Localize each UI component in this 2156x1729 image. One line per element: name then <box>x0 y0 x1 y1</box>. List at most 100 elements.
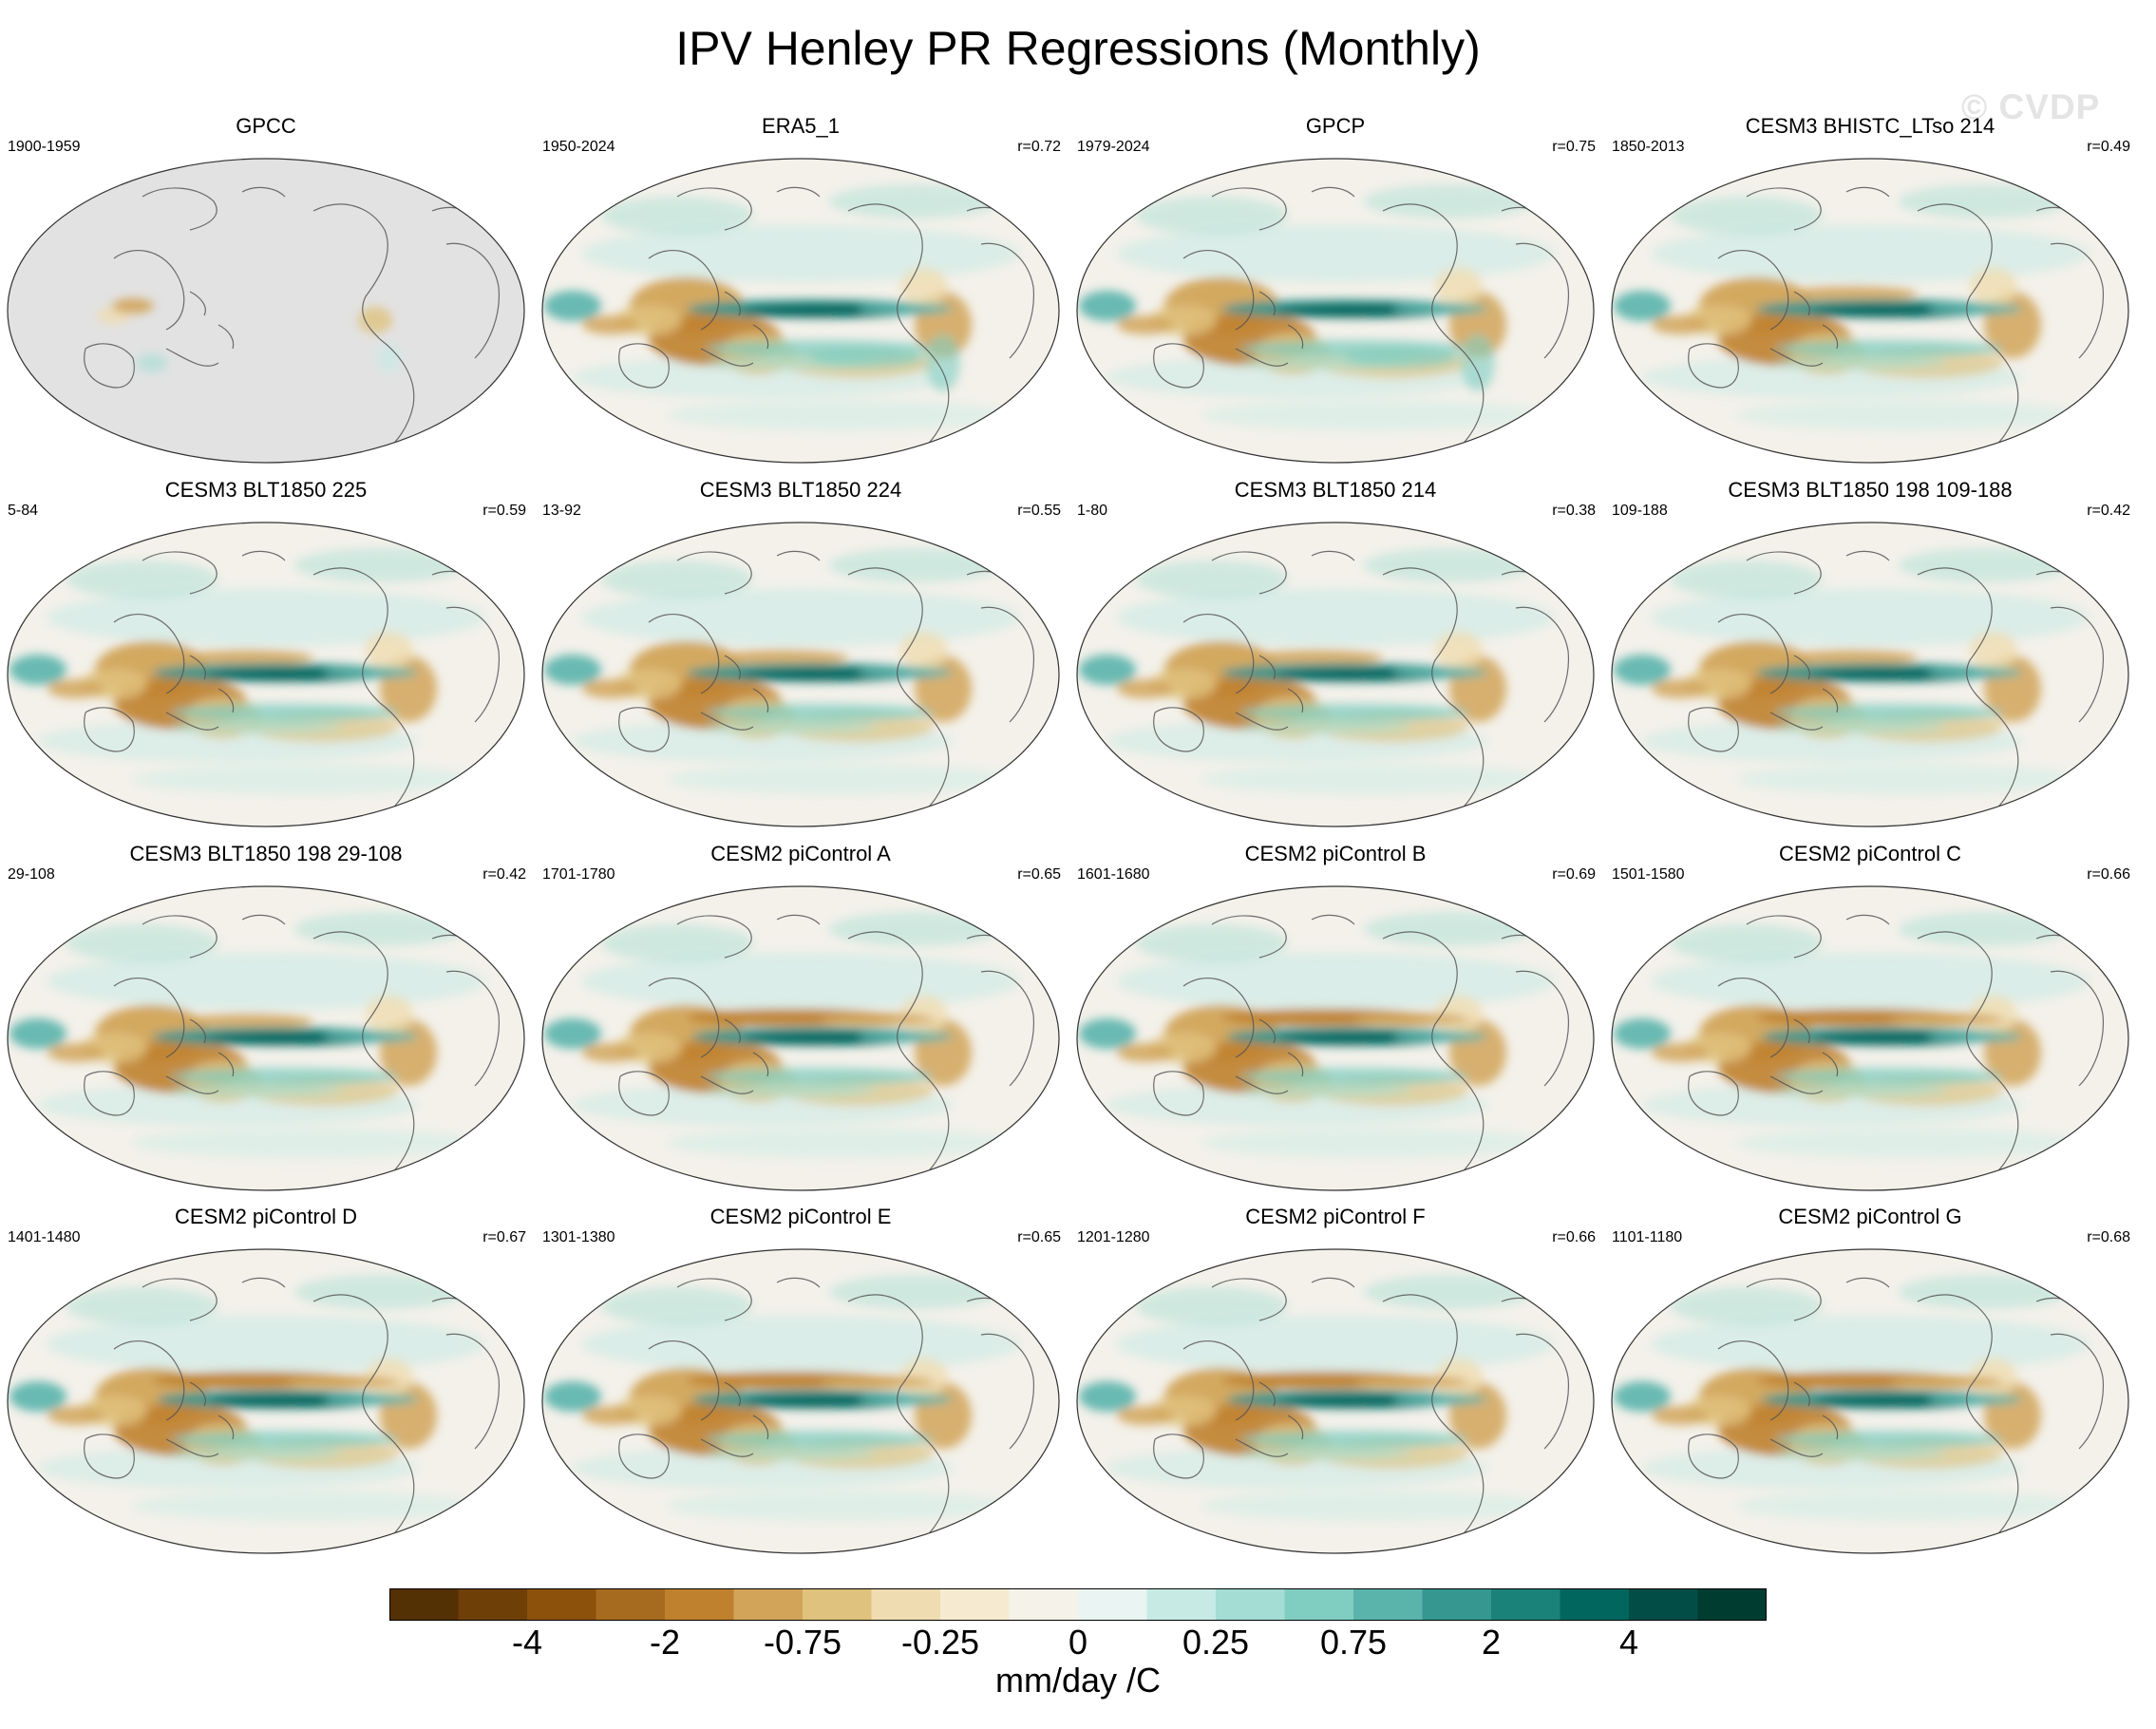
map-panel: CESM2 piControl C 1501-1580 r=0.66 <box>1604 842 2136 1193</box>
panel-title: GPCC <box>236 114 296 138</box>
panel-correlation: r=0.66 <box>2087 866 2130 883</box>
panel-correlation: r=0.69 <box>1552 866 1596 883</box>
world-map <box>541 158 1060 464</box>
panel-period: 1101-1180 <box>1612 1229 1683 1245</box>
map-panel: CESM3 BLT1850 225 5-84 r=0.59 <box>0 478 532 829</box>
panel-period: 1950-2024 <box>542 139 615 155</box>
panel-title: CESM3 BLT1850 198 109-188 <box>1728 478 2013 502</box>
colorbar-swatch <box>1560 1588 1630 1621</box>
colorbar-swatch <box>1422 1588 1492 1621</box>
panel-correlation: r=0.49 <box>2087 139 2130 155</box>
colorbar-swatch <box>389 1588 459 1621</box>
panel-correlation: r=0.68 <box>2087 1229 2130 1245</box>
panel-correlation: r=0.67 <box>482 1229 526 1245</box>
colorbar-swatch <box>803 1588 872 1621</box>
world-map <box>1076 1248 1595 1554</box>
map-panels-grid: GPCC 1900-1959 ERA5_1 1950-2024 r=0.72 GPCP 19… <box>0 114 2136 1556</box>
colorbar-tick-label: 4 <box>1618 1623 1639 1662</box>
world-map <box>1611 158 2129 464</box>
world-map <box>541 522 1060 827</box>
panel-title: CESM2 piControl C <box>1779 842 1961 865</box>
panel-correlation: r=0.38 <box>1552 503 1596 519</box>
world-map <box>1076 522 1595 827</box>
colorbar-swatch <box>1284 1588 1354 1621</box>
panel-period: 1701-1780 <box>542 866 615 883</box>
panel-title: CESM3 BLT1850 224 <box>699 478 902 502</box>
watermark: © CVDP <box>1961 87 2101 126</box>
panel-correlation: r=0.42 <box>2087 503 2130 519</box>
world-map <box>1076 885 1595 1191</box>
map-panel: CESM2 piControl B 1601-1680 r=0.69 <box>1069 842 1601 1193</box>
panel-correlation: r=0.42 <box>482 866 526 883</box>
panel-correlation: r=0.65 <box>1017 1229 1061 1245</box>
world-map <box>541 1248 1060 1554</box>
world-map <box>1611 1248 2129 1554</box>
colorbar-swatch <box>1629 1588 1698 1621</box>
colorbar-swatch <box>733 1588 804 1621</box>
colorbar-swatch <box>1146 1588 1217 1621</box>
colorbar-swatch <box>871 1588 941 1621</box>
world-map <box>1611 522 2129 827</box>
colorbar-swatch <box>665 1588 734 1621</box>
panel-title: CESM2 piControl E <box>709 1205 892 1228</box>
panel-period: 13-92 <box>542 503 581 519</box>
colorbar-tick-label: 0.75 <box>1319 1623 1388 1662</box>
panel-title: CESM2 piControl F <box>1245 1205 1426 1228</box>
colorbar-tick-labels: -4 -2 -0.75 -0.25 0 0.25 0.75 2 4 <box>0 1623 2156 1670</box>
map-panel: CESM3 BHISTC_LTso 214 1850-2013 r=0.49 <box>1604 114 2136 466</box>
colorbar-swatch <box>1078 1588 1147 1621</box>
map-panel: CESM2 piControl E 1301-1380 r=0.65 <box>535 1205 1067 1556</box>
map-panel: CESM3 BLT1850 224 13-92 r=0.55 <box>535 478 1067 829</box>
panel-correlation: r=0.59 <box>482 503 526 519</box>
panel-title: GPCP <box>1305 114 1366 138</box>
panel-correlation: r=0.55 <box>1017 503 1061 519</box>
map-panel: ERA5_1 1950-2024 r=0.72 <box>535 114 1067 466</box>
colorbar-tick-label: 2 <box>1481 1623 1502 1662</box>
map-panel: GPCP 1979-2024 r=0.75 <box>1069 114 1601 466</box>
panel-correlation: r=0.65 <box>1017 866 1061 883</box>
colorbar <box>389 1588 1767 1621</box>
colorbar-swatch <box>458 1588 528 1621</box>
panel-period: 1-80 <box>1077 503 1108 519</box>
panel-period: 1301-1380 <box>542 1229 615 1245</box>
colorbar-tick-label: -4 <box>511 1623 543 1662</box>
panel-period: 1850-2013 <box>1612 139 1685 155</box>
map-panel: CESM2 piControl G 1101-1180 r=0.68 <box>1604 1205 2136 1556</box>
panel-period: 29-108 <box>8 866 55 883</box>
world-map <box>7 1248 525 1554</box>
map-panel: CESM2 piControl F 1201-1280 r=0.66 <box>1069 1205 1601 1556</box>
colorbar-swatch <box>940 1588 1010 1621</box>
colorbar-swatch <box>596 1588 666 1621</box>
panel-title: CESM2 piControl G <box>1778 1205 1962 1228</box>
map-panel: CESM2 piControl A 1701-1780 r=0.65 <box>535 842 1067 1193</box>
panel-title: CESM2 piControl A <box>710 842 891 865</box>
colorbar-tick-label: 0 <box>1068 1623 1088 1662</box>
colorbar-swatch <box>1697 1588 1767 1621</box>
panel-title: CESM2 piControl B <box>1244 842 1427 865</box>
map-panel: CESM3 BLT1850 198 29-108 29-108 r=0.42 <box>0 842 532 1193</box>
colorbar-swatch <box>527 1588 596 1621</box>
panel-title: CESM2 piControl D <box>175 1205 357 1228</box>
colorbar-units: mm/day /C <box>994 1661 1162 1700</box>
colorbar-tick-label: 0.25 <box>1182 1623 1250 1662</box>
panel-title: CESM3 BHISTC_LTso 214 <box>1745 114 1995 138</box>
colorbar-swatch <box>1216 1588 1285 1621</box>
map-panel: CESM3 BLT1850 214 1-80 r=0.38 <box>1069 478 1601 829</box>
panel-period: 1401-1480 <box>8 1229 81 1245</box>
panel-period: 1900-1959 <box>8 139 81 155</box>
world-map <box>7 885 525 1191</box>
world-map <box>1611 885 2129 1191</box>
colorbar-tick-label: -0.25 <box>900 1623 980 1662</box>
world-map <box>7 522 525 827</box>
panel-period: 109-188 <box>1612 503 1668 519</box>
colorbar-tick-label: -2 <box>649 1623 681 1662</box>
panel-period: 5-84 <box>8 503 39 519</box>
panel-period: 1979-2024 <box>1077 139 1150 155</box>
panel-correlation: r=0.66 <box>1552 1229 1596 1245</box>
panel-title: CESM3 BLT1850 225 <box>164 478 368 502</box>
world-map <box>7 158 525 464</box>
panel-title: CESM3 BLT1850 198 29-108 <box>129 842 403 865</box>
panel-correlation: r=0.72 <box>1017 139 1061 155</box>
colorbar-swatch <box>1353 1588 1423 1621</box>
map-panel: GPCC 1900-1959 <box>0 114 532 466</box>
